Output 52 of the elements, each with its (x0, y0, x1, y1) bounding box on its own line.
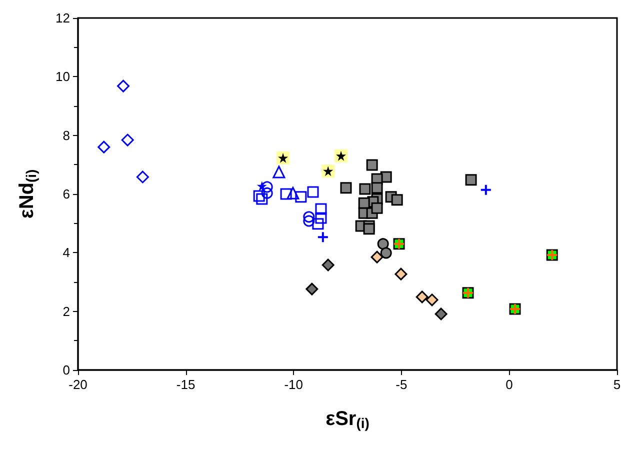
point (121, 134, 134, 146)
x-tick-label: -10 (284, 377, 303, 392)
point (261, 187, 273, 199)
y-tick-label: 2 (62, 304, 70, 319)
y-axis-title: εNd(i) (16, 169, 39, 219)
point (359, 183, 371, 195)
point (312, 218, 324, 230)
point (306, 282, 318, 296)
point (322, 258, 334, 272)
point (315, 212, 327, 224)
point (366, 159, 378, 171)
point (370, 250, 384, 264)
x-tick-label: 0 (506, 377, 513, 392)
point (280, 188, 292, 200)
point (315, 203, 327, 215)
point (426, 294, 438, 306)
point (272, 166, 286, 178)
point (295, 191, 307, 203)
point (253, 190, 265, 202)
y-tick-label: 4 (62, 245, 70, 260)
point (465, 174, 477, 186)
point (480, 184, 492, 196)
x-tick-label: -15 (176, 377, 196, 392)
point (256, 193, 268, 205)
point (340, 182, 352, 194)
point (98, 140, 110, 154)
point (371, 202, 383, 214)
y-tick-label: 0 (62, 362, 70, 378)
y-tick-label: 8 (62, 128, 70, 143)
point (363, 223, 375, 235)
point (371, 182, 383, 194)
point (434, 308, 448, 320)
y-tick-label: 6 (62, 186, 70, 202)
point (261, 181, 273, 193)
point (377, 238, 389, 250)
point (316, 231, 329, 244)
point (286, 186, 300, 200)
x-tick-label: -20 (68, 377, 88, 392)
point (303, 215, 315, 227)
point (394, 268, 408, 280)
point (256, 181, 267, 192)
point (117, 80, 130, 92)
x-tick-label: -5 (396, 377, 408, 392)
point (303, 211, 315, 223)
y-tick-label: 12 (56, 10, 70, 26)
point (416, 290, 428, 304)
point (380, 247, 392, 259)
x-tick-label: 5 (613, 377, 621, 392)
point (391, 194, 403, 206)
point (136, 170, 149, 184)
point (307, 186, 319, 198)
y-tick-label: 10 (56, 69, 70, 84)
